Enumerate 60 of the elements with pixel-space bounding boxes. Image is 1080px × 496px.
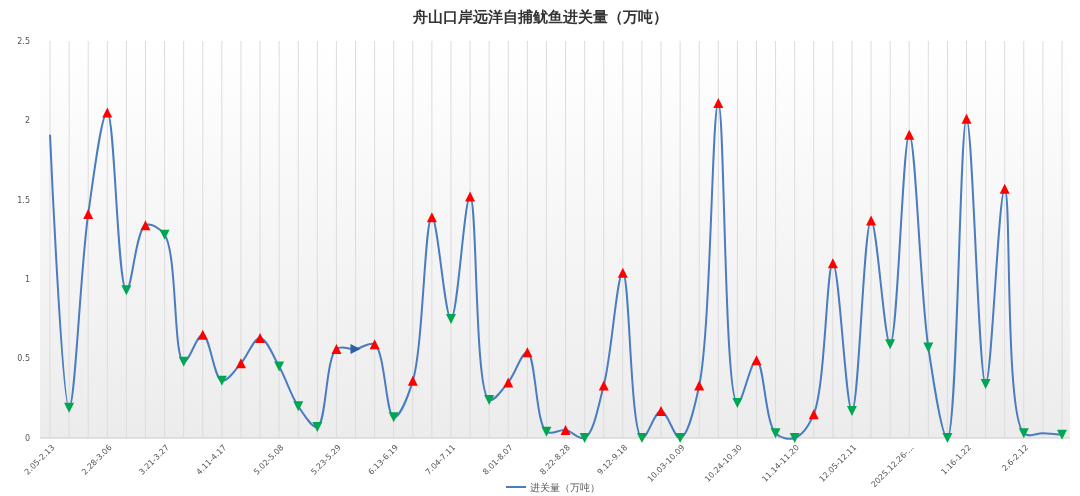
point [83, 209, 94, 220]
point [350, 344, 361, 355]
point [522, 347, 533, 358]
y-tick-label: 0 [24, 433, 30, 443]
point [904, 129, 915, 140]
point [560, 425, 571, 436]
point [121, 285, 132, 296]
point [178, 356, 189, 367]
point [770, 428, 781, 439]
point [885, 339, 896, 350]
y-tick-label: 0.5 [17, 354, 30, 364]
point [751, 355, 762, 366]
point [407, 375, 418, 386]
point [713, 97, 724, 108]
legend-label: 进关量（万吨） [530, 481, 600, 493]
point [293, 401, 304, 412]
point [312, 421, 323, 432]
chart-title: 舟山口岸远洋自捕鱿鱼进关量（万吨） [411, 8, 668, 26]
point [255, 332, 266, 343]
point [197, 329, 208, 340]
point [235, 358, 246, 369]
point [598, 380, 609, 391]
point [923, 342, 934, 353]
point [999, 183, 1010, 194]
point [789, 433, 800, 443]
point [846, 406, 857, 416]
point [579, 433, 590, 443]
point [331, 344, 342, 355]
point [426, 212, 437, 223]
point [617, 267, 628, 278]
point [980, 379, 991, 390]
point [216, 375, 227, 386]
y-tick-label: 2.5 [17, 36, 30, 46]
point [656, 406, 667, 416]
point [159, 229, 170, 240]
point [369, 339, 380, 350]
point [64, 402, 75, 413]
point [961, 113, 972, 124]
point [102, 107, 113, 118]
point [445, 313, 456, 324]
point [140, 220, 151, 231]
point [1018, 428, 1029, 439]
y-tick-label: 1.5 [17, 195, 30, 205]
y-tick-label: 2 [24, 116, 30, 126]
point [484, 394, 495, 405]
point [274, 361, 285, 372]
point [866, 215, 877, 226]
point [503, 377, 514, 388]
point [694, 380, 705, 391]
point [942, 433, 953, 443]
point [1057, 429, 1067, 440]
point [675, 433, 686, 443]
point [636, 433, 647, 443]
point [827, 258, 838, 269]
y-tick-label: 1 [24, 275, 30, 284]
point [541, 426, 552, 437]
point [388, 412, 399, 423]
point [732, 398, 743, 409]
point [808, 409, 819, 420]
point [465, 191, 476, 202]
